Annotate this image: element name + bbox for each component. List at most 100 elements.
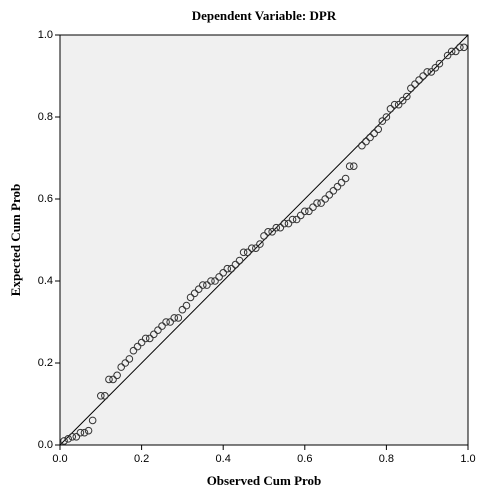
point: [227, 264, 236, 273]
point: [145, 334, 154, 343]
point: [211, 277, 219, 285]
y-tick-label: 1.0: [38, 29, 53, 41]
chart-title: Dependent Variable: DPR: [192, 8, 337, 23]
point: [101, 392, 109, 400]
point: [158, 322, 166, 330]
point: [398, 96, 407, 105]
point: [129, 346, 138, 355]
point: [403, 92, 411, 101]
x-tick-label: 0.6: [297, 453, 312, 465]
y-tick-label: 0.0: [38, 439, 53, 451]
point: [182, 301, 191, 310]
point: [386, 105, 395, 113]
point: [186, 293, 195, 302]
point: [80, 428, 89, 437]
point: [174, 314, 183, 322]
reference-line: [59, 34, 469, 446]
point: [215, 273, 223, 281]
point: [243, 248, 252, 257]
x-tick-label: 1.0: [460, 453, 475, 465]
point: [268, 228, 276, 236]
point: [394, 100, 403, 109]
point: [239, 248, 248, 257]
point: [284, 219, 293, 228]
point: [60, 437, 68, 445]
x-tick-label: 0.0: [52, 453, 67, 465]
point: [288, 215, 297, 224]
point: [113, 371, 121, 380]
point: [435, 59, 444, 68]
point: [252, 244, 260, 252]
point: [382, 113, 391, 121]
point: [109, 375, 117, 384]
point: [374, 125, 383, 134]
point: [358, 141, 366, 150]
point: [325, 191, 334, 199]
point: [301, 207, 309, 216]
point: [276, 223, 285, 232]
point: [419, 72, 427, 80]
point: [199, 281, 207, 289]
y-tick-label: 0.2: [38, 357, 53, 369]
point: [154, 326, 162, 335]
point: [296, 211, 305, 220]
point: [260, 232, 268, 240]
x-tick-label: 0.2: [134, 453, 149, 465]
y-tick-label: 0.6: [38, 193, 53, 205]
point: [264, 228, 272, 236]
point: [150, 330, 158, 339]
point: [423, 68, 432, 76]
point: [133, 342, 142, 351]
point: [321, 195, 330, 203]
point: [313, 199, 321, 207]
point: [460, 43, 468, 52]
point: [427, 68, 436, 76]
point: [292, 215, 301, 224]
point: [447, 47, 456, 56]
x-tick-label: 0.8: [379, 453, 394, 465]
point: [162, 318, 170, 326]
y-tick-label: 0.8: [38, 111, 53, 123]
point: [309, 203, 317, 211]
x-axis-label: Observed Cum Prob: [207, 473, 322, 488]
point: [121, 359, 130, 367]
point: [235, 256, 244, 265]
point: [203, 281, 211, 289]
point: [190, 289, 199, 298]
point: [280, 219, 289, 228]
point: [407, 84, 415, 93]
point: [68, 433, 77, 441]
point: [345, 162, 354, 170]
point: [207, 277, 215, 285]
point: [451, 47, 460, 56]
point: [76, 428, 85, 437]
x-tick-label: 0.4: [216, 453, 231, 465]
point: [431, 64, 440, 72]
y-axis-label: Expected Cum Prob: [8, 184, 23, 296]
point: [223, 264, 232, 273]
point: [411, 80, 419, 88]
point: [272, 223, 281, 232]
point: [178, 305, 187, 314]
point: [378, 117, 387, 125]
y-tick-label: 0.4: [38, 275, 53, 287]
point: [341, 174, 350, 183]
point: [256, 240, 264, 248]
point: [64, 435, 72, 443]
point: [370, 129, 378, 138]
point: [125, 355, 134, 363]
point: [317, 199, 325, 207]
point: [88, 416, 97, 425]
point: [117, 363, 125, 371]
point: [456, 43, 464, 52]
point: [366, 133, 374, 142]
point: [443, 51, 452, 60]
point: [329, 187, 338, 195]
point: [97, 392, 105, 400]
point: [194, 285, 203, 294]
point: [137, 338, 146, 347]
point: [84, 426, 93, 435]
point: [305, 207, 313, 216]
point: [349, 162, 358, 170]
